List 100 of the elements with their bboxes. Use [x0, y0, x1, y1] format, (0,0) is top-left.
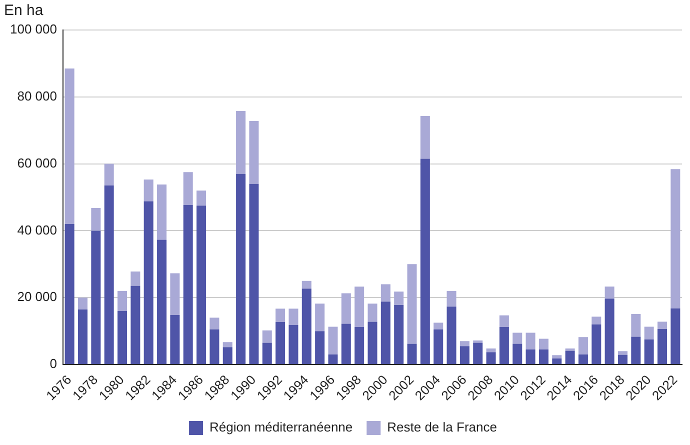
bar	[420, 158, 430, 364]
bar	[341, 293, 351, 324]
bar	[526, 349, 536, 364]
bar	[380, 284, 390, 302]
bar	[262, 330, 272, 343]
bar	[302, 280, 312, 289]
y-tick-label: 0	[50, 356, 57, 372]
bar	[222, 342, 232, 348]
bar	[328, 354, 338, 364]
bar	[144, 180, 154, 202]
bar	[354, 327, 364, 364]
bar	[315, 331, 325, 364]
bar	[499, 327, 509, 364]
bar	[565, 350, 575, 364]
bar	[249, 184, 259, 364]
bar	[407, 344, 417, 364]
bar	[130, 286, 140, 364]
bar	[368, 304, 378, 322]
bar	[196, 206, 206, 364]
bar	[420, 116, 430, 159]
bar	[486, 348, 496, 352]
bar	[288, 308, 298, 326]
bar	[460, 341, 470, 346]
bar	[262, 342, 272, 364]
bar	[644, 326, 654, 340]
bar	[552, 355, 562, 358]
bar	[552, 358, 562, 364]
bar	[183, 204, 193, 364]
bar	[130, 272, 140, 286]
bar	[368, 322, 378, 364]
bar	[631, 336, 641, 364]
bar	[354, 286, 364, 328]
bar	[276, 308, 286, 322]
bar	[380, 302, 390, 364]
bar	[118, 310, 128, 364]
bar	[104, 186, 114, 364]
bar	[78, 309, 88, 364]
bar	[512, 344, 522, 364]
bar	[473, 342, 483, 364]
bar	[288, 325, 298, 364]
bar	[460, 346, 470, 364]
bar	[486, 352, 496, 364]
bar	[592, 324, 602, 364]
y-axis-title: En ha	[4, 2, 44, 19]
bar	[302, 288, 312, 364]
bar	[91, 208, 101, 231]
bar	[210, 329, 220, 364]
bar	[276, 322, 286, 364]
bar	[315, 304, 325, 332]
bar	[499, 315, 509, 328]
bar	[341, 324, 351, 364]
bar	[170, 273, 180, 316]
bar	[328, 326, 338, 354]
bar	[157, 184, 167, 240]
bar	[434, 329, 444, 364]
bar	[604, 298, 614, 364]
bar	[236, 110, 246, 174]
bar	[618, 351, 628, 355]
bar	[538, 338, 548, 350]
bar	[144, 201, 154, 364]
bar	[644, 339, 654, 364]
bar	[657, 322, 667, 330]
bar	[631, 314, 641, 337]
bar	[91, 230, 101, 364]
bar	[526, 332, 536, 350]
bar	[657, 329, 667, 364]
bar	[538, 349, 548, 364]
y-tick-label: 40 000	[17, 222, 57, 238]
bar	[64, 224, 74, 364]
bar	[170, 315, 180, 364]
legend-label: Reste de la France	[387, 420, 497, 435]
bar	[249, 120, 259, 184]
bar	[473, 340, 483, 343]
bar	[565, 348, 575, 351]
bar	[446, 290, 456, 307]
bar	[157, 240, 167, 364]
y-tick-label: 100 000	[10, 22, 57, 37]
bar	[434, 322, 444, 330]
bar	[407, 264, 417, 344]
bar	[512, 332, 522, 344]
bar	[670, 308, 680, 364]
bar	[222, 347, 232, 364]
bar	[104, 164, 114, 186]
bar	[578, 337, 588, 354]
y-tick-label: 60 000	[17, 155, 57, 170]
bar	[394, 304, 404, 364]
y-tick-label: 80 000	[17, 88, 57, 104]
bar	[64, 68, 74, 224]
bar	[670, 169, 680, 308]
bar	[446, 306, 456, 364]
y-tick-label: 20 000	[17, 289, 57, 304]
bar	[183, 172, 193, 205]
bar	[118, 290, 128, 311]
bar	[210, 318, 220, 330]
bar	[394, 292, 404, 305]
bar	[78, 298, 88, 310]
bar	[592, 316, 602, 324]
bar	[196, 190, 206, 206]
bar	[618, 354, 628, 364]
bar	[236, 174, 246, 364]
